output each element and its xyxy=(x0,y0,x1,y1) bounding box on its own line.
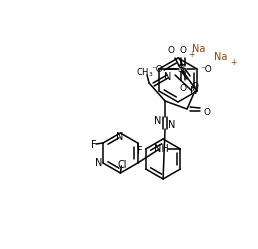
Text: O: O xyxy=(204,108,211,117)
Text: F: F xyxy=(137,146,142,156)
Text: +: + xyxy=(230,58,236,66)
Text: O: O xyxy=(167,46,175,55)
Text: O: O xyxy=(191,81,199,90)
Text: Na: Na xyxy=(214,52,228,62)
Text: Cl: Cl xyxy=(118,160,127,170)
Text: N: N xyxy=(95,158,103,168)
Text: F: F xyxy=(91,140,97,150)
Text: ⁻O: ⁻O xyxy=(151,64,163,73)
Text: NH: NH xyxy=(154,144,169,154)
Text: N: N xyxy=(154,116,162,126)
Text: N: N xyxy=(168,120,176,130)
Text: +: + xyxy=(188,50,194,59)
Text: S: S xyxy=(178,64,184,74)
Text: N: N xyxy=(164,72,172,82)
Text: S: S xyxy=(180,64,186,74)
Text: N: N xyxy=(190,86,198,96)
Text: N: N xyxy=(116,132,123,142)
Text: ⁻O: ⁻O xyxy=(200,64,212,73)
Text: O: O xyxy=(180,46,187,55)
Text: Na: Na xyxy=(192,44,206,54)
Text: CH$_3$: CH$_3$ xyxy=(136,67,154,79)
Text: O: O xyxy=(180,83,187,92)
